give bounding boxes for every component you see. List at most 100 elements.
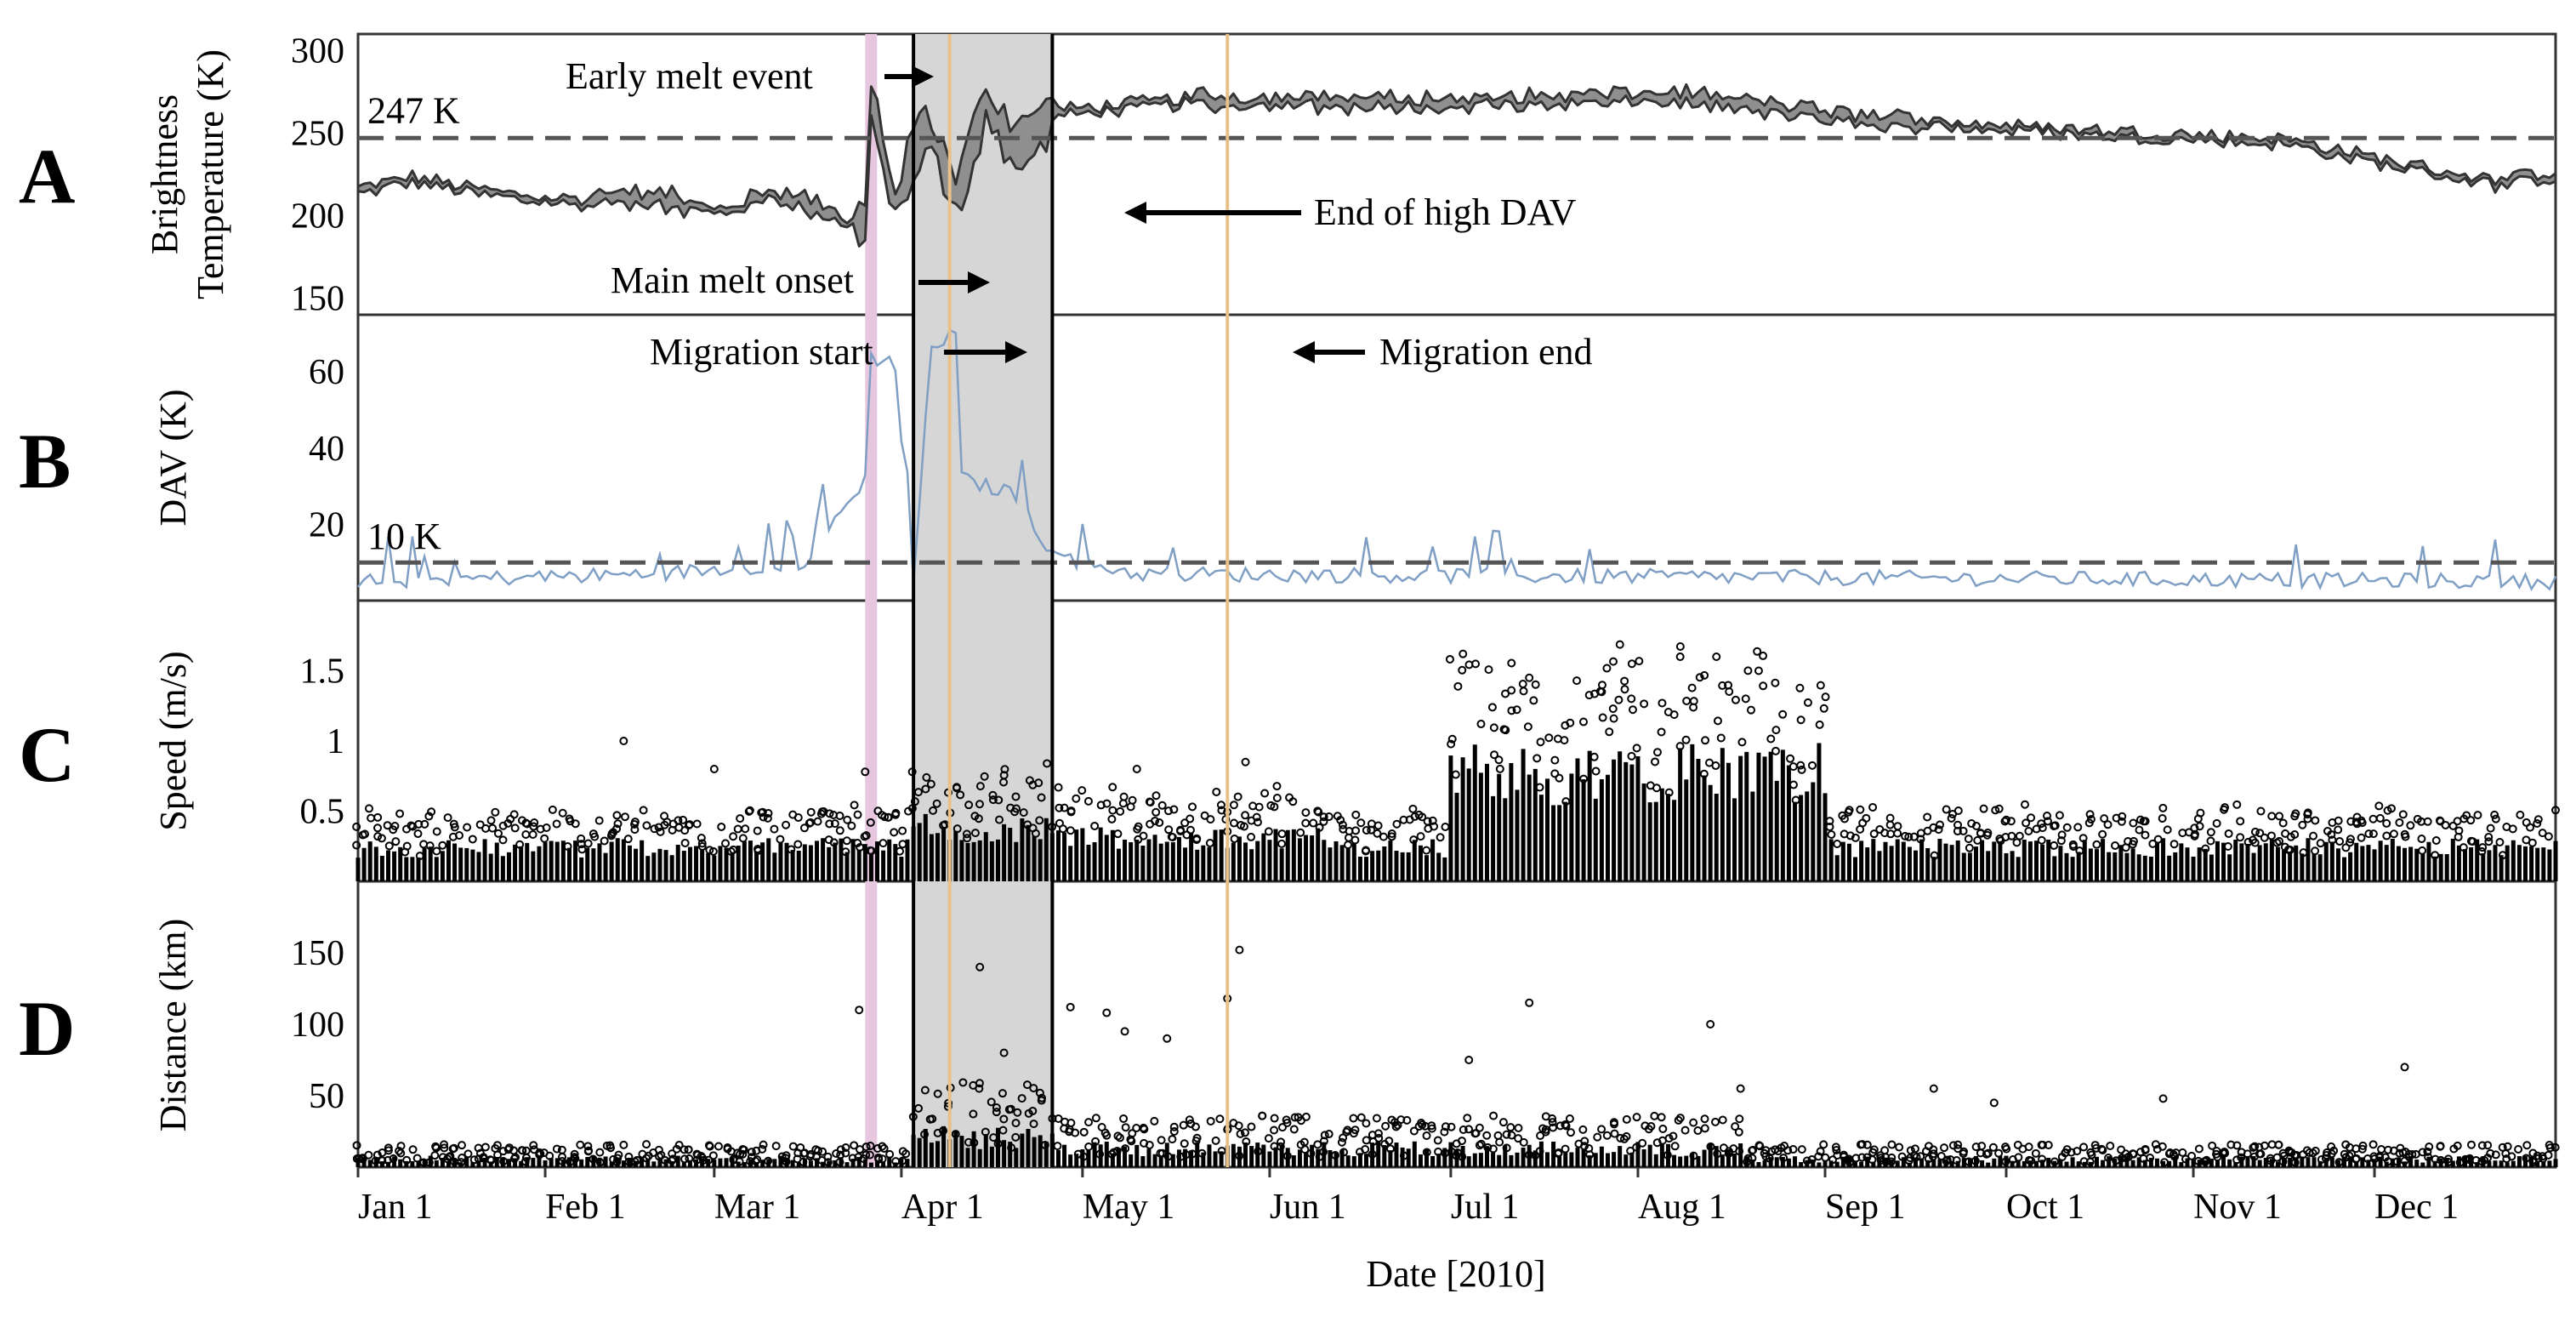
speed-outlier: [1550, 769, 1560, 778]
distance-point: [862, 1143, 871, 1152]
speed-outlier: [2007, 831, 2016, 840]
y-tick-label: 100: [291, 1006, 344, 1045]
speed-outlier: [2055, 811, 2064, 820]
distance-point: [1422, 1131, 1431, 1140]
speed-outlier: [2163, 825, 2172, 835]
x-tick-label: Jul 1: [1451, 1188, 1520, 1227]
speed-outlier: [1113, 829, 1123, 839]
distance-point: [1040, 1140, 1049, 1149]
distance-point: [1489, 1111, 1498, 1120]
distance-point: [1959, 1147, 1969, 1156]
distance-point: [2158, 1142, 2167, 1151]
speed-outlier: [1597, 687, 1606, 697]
x-tick-label: Oct 1: [2006, 1188, 2084, 1227]
distance-point: [759, 1140, 768, 1149]
speed-outlier: [1392, 819, 1402, 829]
speed-outlier: [2346, 838, 2355, 847]
speed-outlier: [999, 771, 1009, 780]
distance-point: [1433, 1136, 1442, 1145]
speed-outlier: [1821, 692, 1830, 702]
distance-point: [1561, 1144, 1570, 1154]
distance-outlier: [1736, 1084, 1745, 1093]
distance-point: [1247, 1122, 1256, 1131]
distance-point: [1502, 1130, 1511, 1139]
distance-point: [2208, 1141, 2217, 1150]
speed-outlier: [1270, 802, 1279, 812]
speed-outlier: [391, 837, 401, 846]
distance-point: [1779, 1154, 1788, 1163]
distance-point: [2375, 1153, 2385, 1162]
distance-point: [1669, 1131, 1678, 1141]
speed-outlier: [2316, 839, 2325, 848]
speed-outlier: [498, 835, 508, 845]
x-tick-label: May 1: [1083, 1188, 1175, 1227]
speed-outlier: [793, 840, 803, 849]
speed-outlier: [1229, 801, 1238, 810]
speed-outlier: [1507, 706, 1516, 715]
speed-outlier: [2141, 817, 2150, 826]
distance-point: [1862, 1140, 1872, 1149]
distance-point: [992, 1103, 1001, 1113]
distance-point: [402, 1155, 412, 1165]
distance-point: [1374, 1133, 1384, 1143]
speed-outlier: [1825, 822, 1834, 831]
speed-outlier: [563, 841, 572, 851]
speed-outlier: [1591, 766, 1601, 776]
speed-outlier: [1180, 818, 1190, 828]
distance-point: [1320, 1131, 1329, 1140]
speed-outlier: [552, 819, 561, 829]
distance-point: [2146, 1154, 2155, 1163]
speed-outlier: [813, 817, 822, 826]
distance-point: [2044, 1141, 2053, 1150]
speed-outlier: [390, 821, 400, 830]
distance-point: [1240, 1128, 1249, 1137]
dav-threshold-label: 10 K: [367, 516, 441, 557]
speed-outlier: [853, 810, 862, 819]
speed-outlier: [1028, 823, 1038, 833]
speed-outlier: [2491, 814, 2500, 823]
speed-outlier: [1771, 678, 1780, 687]
speed-outlier: [697, 842, 707, 852]
speed-outlier: [1132, 765, 1141, 773]
speed-outlier: [571, 819, 580, 829]
y-label-a-line1: Brightness: [144, 94, 185, 254]
speed-outlier: [2406, 821, 2415, 830]
speed-outlier: [612, 824, 622, 834]
distance-point: [1427, 1121, 1436, 1131]
speed-outlier: [1239, 822, 1248, 831]
distance-point: [576, 1140, 585, 1149]
speed-outlier: [1797, 765, 1806, 774]
distance-point: [2218, 1148, 2227, 1158]
speed-outlier: [680, 838, 690, 847]
speed-outlier: [1151, 816, 1160, 825]
distance-point: [2073, 1147, 2082, 1156]
distance-point: [2425, 1143, 2434, 1152]
speed-outlier: [1833, 840, 1842, 849]
speed-outlier: [2068, 840, 2078, 849]
speed-outlier: [454, 831, 463, 840]
dav-series: [357, 328, 2557, 591]
speed-outlier: [600, 836, 609, 846]
speed-outlier: [880, 812, 890, 822]
distance-point: [1713, 1149, 1722, 1159]
speed-outlier: [1566, 718, 1575, 727]
speed-outlier: [1845, 831, 1855, 840]
speed-outlier: [1737, 738, 1747, 747]
speed-outlier: [770, 824, 779, 834]
distance-point: [878, 1154, 887, 1164]
speed-outlier: [1953, 820, 1963, 829]
distance-point: [714, 1142, 723, 1151]
distance-outlier: [1464, 1056, 1474, 1064]
speed-outlier: [1602, 664, 1612, 673]
distance-point: [1734, 1127, 1743, 1137]
speed-outlier: [2027, 813, 2036, 823]
y-tick-label: 250: [291, 114, 344, 153]
speed-outlier: [1253, 818, 1262, 827]
speed-outlier: [2220, 805, 2229, 814]
distance-point: [1988, 1143, 1998, 1152]
speed-outlier: [816, 809, 826, 818]
speed-outlier: [763, 813, 772, 823]
speed-outlier: [1838, 811, 1847, 820]
speed-outlier: [994, 795, 1004, 805]
